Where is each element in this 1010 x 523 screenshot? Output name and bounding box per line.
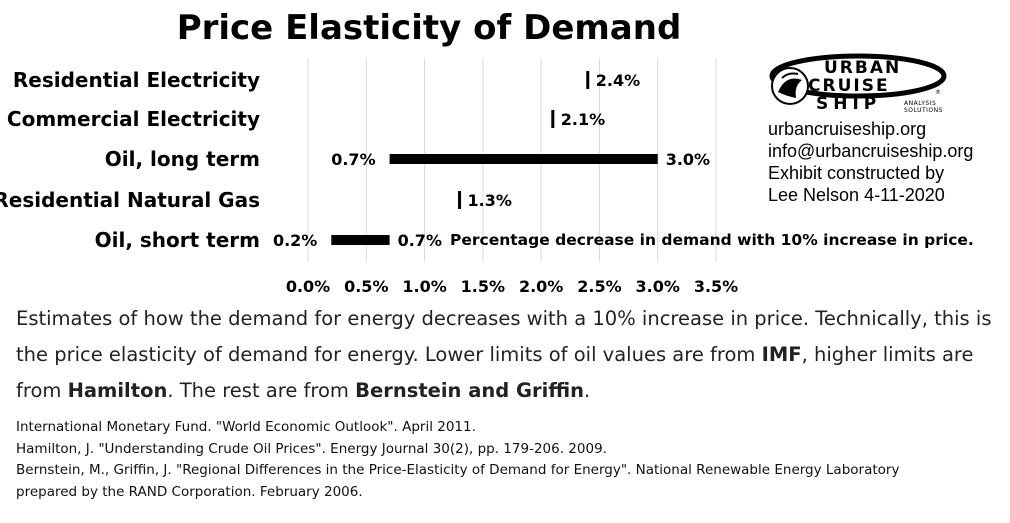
range-bar [331,235,390,245]
email-link[interactable]: info@urbancruiseship.org [768,141,974,161]
point-label: 1.3% [468,191,512,210]
logo-subtitle: ANALYSIS SOLUTIONS [904,100,943,114]
description-text: . [583,379,591,402]
x-tick-label: 1.5% [461,277,505,296]
svg-text:®: ® [935,89,941,96]
category-label: Commercial Electricity [7,107,260,131]
reference-item: International Monetary Fund. "World Econ… [16,419,476,435]
reference-item: prepared by the RAND Corporation. Februa… [16,483,363,500]
point-marker [458,191,462,209]
website-link[interactable]: urbancruiseship.org [768,119,927,139]
credit-line: Exhibit constructed by [768,163,945,183]
x-tick-label: 0.0% [286,277,330,296]
source-bernstein: Bernstein and Griffin [355,379,584,402]
reference-item: Hamilton, J. "Understanding Crude Oil Pr… [16,440,607,457]
category-label: Oil, long term [105,147,260,171]
reference-item: Bernstein, M., Griffin, J. "Regional Dif… [16,462,900,478]
logo-sub-line: SOLUTIONS [904,107,943,114]
ship-swoosh-icon: ® [769,53,947,105]
urban-cruise-ship-logo: ® URBAN CRUISE SHIP ANALYSIS SOLUTIONS [768,52,948,118]
logo-word: SHIP [816,94,882,114]
logo-sub-line: ANALYSIS [904,100,937,107]
credit-author: Lee Nelson 4-11-2020 [768,185,945,205]
point-marker [586,71,590,89]
chart-plot: 0.0% 0.5% 1.0% 1.5% 2.0% 2.5% 3.0% 3.5% Resident… [0,58,738,296]
x-tick-label: 1.0% [402,277,446,296]
description-text: Estimates of how the demand for energy d… [16,307,992,366]
x-tick-label: 2.0% [519,277,563,296]
brand-block: ® URBAN CRUISE SHIP ANALYSIS SOLUTIONS u… [768,52,1004,206]
description-text: , higher limits are from [16,343,974,402]
category-label: Oil, short term [95,228,260,252]
chart-annotation: Percentage decrease in demand with 10% i… [450,231,974,249]
source-hamilton: Hamilton [67,379,168,402]
references: International Monetary Fund. "World Econ… [16,417,1001,503]
category-label: Residential Electricity [13,68,260,92]
point-label: 2.1% [561,110,605,129]
logo-word: CRUISE [808,76,890,96]
range-low-label: 0.2% [273,231,317,250]
x-tick-label: 3.5% [694,277,738,296]
chart-description: Estimates of how the demand for energy d… [16,301,1001,409]
x-tick-label: 0.5% [344,277,388,296]
category-label: Residential Natural Gas [0,188,260,212]
x-tick-label: 2.5% [577,277,621,296]
range-bar [389,154,658,164]
logo-word: URBAN [824,58,902,78]
x-tick-label: 3.0% [636,277,680,296]
source-imf: IMF [761,343,802,366]
range-high-label: 3.0% [666,150,710,169]
point-marker [551,110,555,128]
point-label: 2.4% [596,71,640,90]
description-text: . The rest are from [167,379,356,402]
chart-title: Price Elasticity of Demand [176,8,682,48]
range-low-label: 0.7% [331,150,375,169]
range-high-label: 0.7% [398,231,442,250]
